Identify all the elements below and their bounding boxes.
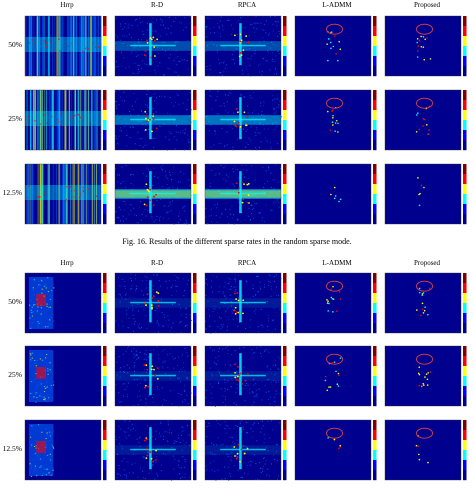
panel-rd-row2 (112, 88, 202, 156)
panel-hrrp-row3 (22, 162, 112, 230)
col-title-hrrp: Hrrp (60, 259, 74, 267)
col-title-ladmm: L-ADMM (322, 259, 352, 267)
panel-proposed-row3 (382, 162, 472, 230)
panel-rpca-row3 (202, 162, 292, 230)
panel-rd-row2 (112, 344, 202, 412)
row-label-12-5: 12.5% (2, 188, 22, 197)
col-title-rd: R-D (150, 259, 164, 267)
panel-hrrp-row1 (22, 271, 112, 339)
row-label-25: 25% (8, 370, 22, 379)
row-label-12-5: 12.5% (2, 444, 22, 453)
panel-hrrp-row3 (22, 418, 112, 486)
panel-hrrp-row1 (22, 14, 112, 82)
figure-16: Hrrp R-D RPCA L-ADMM Proposed 50% 25% 12… (2, 1, 472, 246)
panel-proposed-row2 (382, 88, 472, 156)
panel-proposed-row3 (382, 418, 472, 486)
panel-rpca-row2 (202, 88, 292, 156)
panel-rpca-row3 (202, 418, 292, 486)
panel-proposed-row1 (382, 14, 472, 82)
panel-rd-row3 (112, 418, 202, 486)
row-label-50: 50% (8, 40, 22, 49)
col-title-proposed: Proposed (413, 1, 441, 9)
figure-17: Hrrp R-D RPCA L-ADMM Proposed 50% 25% 12… (0, 252, 474, 488)
row-label-50: 50% (8, 297, 22, 306)
panel-ladmm-row2 (292, 344, 382, 412)
panel-hrrp-row2 (22, 344, 112, 412)
row-label-25: 25% (8, 114, 22, 123)
panel-proposed-row1 (382, 271, 472, 339)
col-title-ladmm: L-ADMM (322, 1, 352, 9)
panel-rd-row1 (112, 271, 202, 339)
panel-ladmm-row1 (292, 14, 382, 82)
col-title-rpca: RPCA (237, 259, 257, 267)
panel-ladmm-row1 (292, 271, 382, 339)
figure-caption: Fig. 16. Results of the different sparse… (122, 237, 352, 246)
panel-rd-row1 (112, 14, 202, 82)
panel-hrrp-row2 (22, 88, 112, 156)
panel-ladmm-row3 (292, 162, 382, 230)
col-title-rd: R-D (150, 1, 164, 9)
panel-proposed-row2 (382, 344, 472, 412)
panel-ladmm-row2 (292, 88, 382, 156)
col-title-rpca: RPCA (237, 1, 257, 9)
panel-rpca-row2 (202, 344, 292, 412)
panel-rd-row3 (112, 162, 202, 230)
panel-rpca-row1 (202, 271, 292, 339)
panel-rpca-row1 (202, 14, 292, 82)
col-title-hrrp: Hrrp (60, 1, 74, 9)
panel-ladmm-row3 (292, 418, 382, 486)
col-title-proposed: Proposed (413, 259, 441, 267)
